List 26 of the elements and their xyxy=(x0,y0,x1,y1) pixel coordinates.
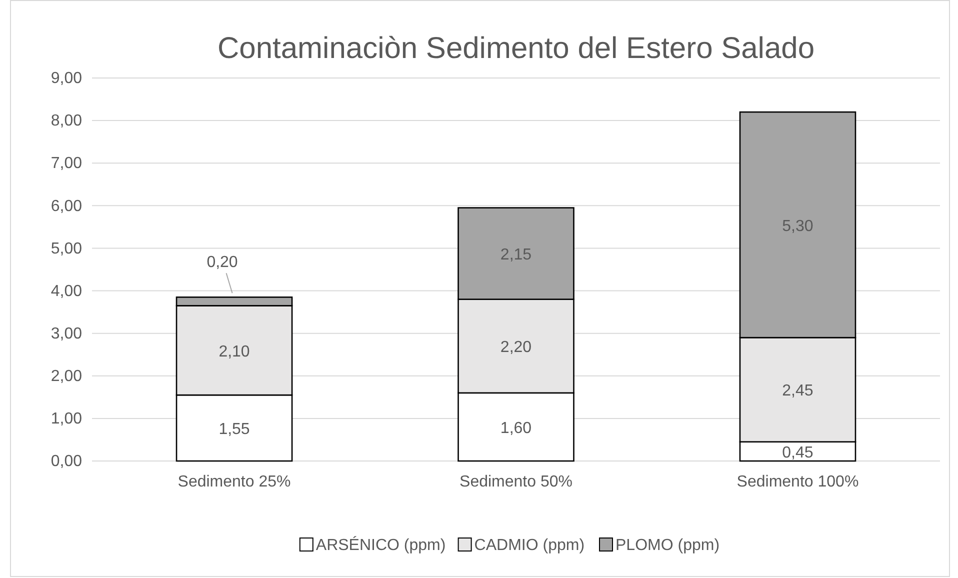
data-label: 2,20 xyxy=(500,339,532,356)
y-tick-label: 1,00 xyxy=(50,410,82,428)
legend-label: PLOMO (ppm) xyxy=(616,537,720,554)
data-label: 0,45 xyxy=(782,444,814,462)
x-tick-label: Sedimento 100% xyxy=(736,473,859,490)
x-tick-label: Sedimento 25% xyxy=(178,473,291,490)
x-tick-label: Sedimento 50% xyxy=(460,473,572,490)
data-label: 0,20 xyxy=(206,254,238,272)
y-tick-label: 9,00 xyxy=(50,70,82,88)
legend-label: ARSÉNICO (ppm) xyxy=(316,536,446,554)
data-label: 2,15 xyxy=(500,246,532,264)
y-tick-label: 2,00 xyxy=(50,368,82,386)
data-label: 5,30 xyxy=(782,218,814,235)
legend-label: CADMIO (ppm) xyxy=(474,537,585,554)
y-tick-label: 8,00 xyxy=(50,112,82,130)
data-label: 1,55 xyxy=(218,421,250,438)
y-tick-label: 6,00 xyxy=(50,198,82,215)
y-tick-label: 5,00 xyxy=(50,240,82,258)
y-tick-label: 7,00 xyxy=(50,155,82,172)
data-label: 2,45 xyxy=(782,382,814,400)
data-label: 1,60 xyxy=(500,420,532,437)
y-tick-label: 4,00 xyxy=(50,282,82,300)
chart-title: Contaminaciòn Sedimento del Estero Salado xyxy=(217,32,815,65)
data-label: 2,10 xyxy=(218,343,250,360)
y-tick-label: 0,00 xyxy=(50,453,82,470)
y-tick-label: 3,00 xyxy=(50,325,82,342)
